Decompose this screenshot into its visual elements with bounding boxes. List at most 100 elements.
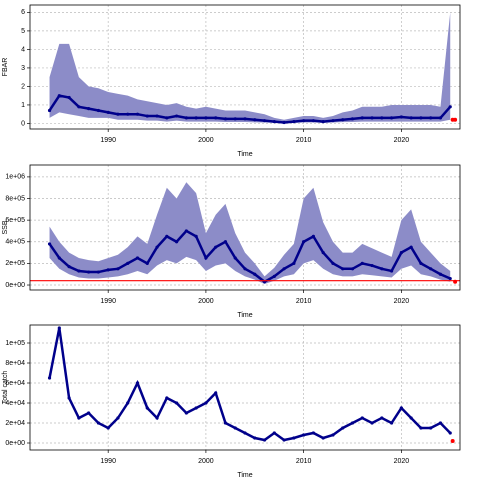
data-point <box>262 119 267 123</box>
data-point <box>341 426 345 430</box>
y-tick-label: 8e+04 <box>5 360 25 367</box>
x-tick-label: 1990 <box>100 298 116 305</box>
data-point <box>126 401 130 405</box>
y-tick-label: 6 <box>21 9 25 16</box>
x-tick-label: 2010 <box>296 137 312 144</box>
data-point <box>214 116 218 120</box>
data-point <box>57 256 61 260</box>
data-point <box>87 270 91 274</box>
series-line <box>48 229 451 284</box>
data-point <box>341 267 345 271</box>
x-axis-title: Time <box>237 472 252 479</box>
confidence-band <box>49 12 451 124</box>
data-point <box>47 108 52 113</box>
data-point <box>145 114 149 118</box>
data-point <box>77 416 81 420</box>
data-point <box>311 234 316 238</box>
data-point <box>409 116 413 120</box>
data-point <box>96 108 101 113</box>
data-point <box>448 431 452 435</box>
data-point <box>96 421 101 425</box>
data-point <box>429 426 433 430</box>
data-point <box>243 267 247 271</box>
data-point <box>194 116 198 120</box>
series-line <box>48 327 452 442</box>
data-point <box>292 119 296 124</box>
data-point <box>145 406 149 410</box>
x-tick-label: 2020 <box>394 458 410 465</box>
data-point <box>184 116 188 120</box>
data-point <box>67 265 71 269</box>
data-point <box>116 416 120 420</box>
data-point <box>292 436 296 440</box>
data-point <box>302 433 306 437</box>
data-point <box>155 416 159 420</box>
data-point <box>194 234 198 238</box>
y-tick-label: 2e+05 <box>5 260 25 267</box>
data-point <box>311 431 316 435</box>
data-point <box>165 234 169 238</box>
data-point <box>360 416 364 420</box>
data-point <box>331 119 335 123</box>
data-point <box>302 240 306 244</box>
data-point <box>47 376 52 380</box>
data-point <box>272 274 276 278</box>
y-tick-label: 0e+00 <box>5 440 25 447</box>
y-tick-label: 0 <box>21 120 25 127</box>
data-point <box>223 421 228 425</box>
data-point <box>350 117 355 121</box>
data-point <box>243 117 247 121</box>
data-point <box>223 240 228 244</box>
data-point <box>194 406 198 410</box>
data-point <box>399 250 403 255</box>
data-point <box>233 117 237 121</box>
data-point <box>184 229 188 233</box>
data-point <box>145 261 149 265</box>
x-tick-label: 2010 <box>296 458 312 465</box>
data-point <box>438 116 443 120</box>
data-point <box>204 256 208 260</box>
data-point <box>57 94 61 98</box>
data-point <box>409 245 413 249</box>
data-point <box>380 267 384 271</box>
data-point <box>321 436 325 440</box>
y-tick-label: 1e+06 <box>5 174 25 181</box>
data-point <box>350 421 355 425</box>
data-point <box>126 112 130 116</box>
y-tick-label: 2 <box>21 83 25 90</box>
y-tick-label: 5 <box>21 28 25 35</box>
data-point <box>438 421 443 425</box>
data-point <box>419 261 423 265</box>
data-point <box>272 119 276 124</box>
data-point <box>204 401 208 405</box>
data-point <box>87 107 91 111</box>
y-tick-label: 1e+05 <box>5 340 25 347</box>
y-tick-label: 0e+00 <box>5 282 25 289</box>
x-tick-label: 2020 <box>394 298 410 305</box>
x-tick-label: 2010 <box>296 298 312 305</box>
data-point <box>116 267 120 271</box>
data-point <box>302 119 306 123</box>
data-point <box>77 105 81 109</box>
y-tick-label: 3 <box>21 65 25 72</box>
data-point <box>350 267 355 271</box>
x-tick-label: 2000 <box>198 298 214 305</box>
data-point <box>331 261 335 265</box>
series-line <box>48 94 452 124</box>
data-point <box>389 421 394 425</box>
data-point <box>77 269 81 273</box>
y-tick-label: 4e+05 <box>5 239 25 246</box>
y-axis-title: FBAR <box>2 58 9 77</box>
data-point <box>429 116 433 120</box>
data-point <box>67 396 71 400</box>
data-point <box>155 114 159 118</box>
data-point <box>155 245 159 249</box>
data-point <box>126 261 130 265</box>
data-point <box>282 267 286 271</box>
y-tick-label: 2e+04 <box>5 420 25 427</box>
data-point <box>106 110 110 114</box>
data-point <box>370 116 374 120</box>
data-point <box>253 272 257 276</box>
y-tick-label: 6e+05 <box>5 217 25 224</box>
y-tick-label: 8e+05 <box>5 195 25 202</box>
